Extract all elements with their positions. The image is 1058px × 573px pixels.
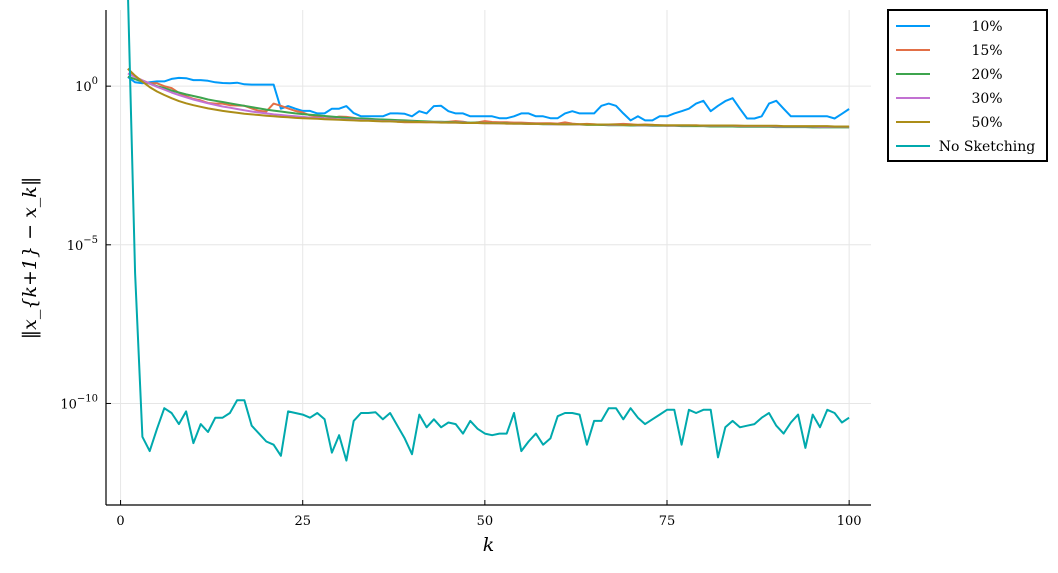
series-line-20 [127, 75, 850, 129]
legend-label-50: 50% [971, 115, 1002, 131]
x-tick-label: 25 [294, 514, 311, 529]
legend-label-30: 30% [971, 91, 1002, 107]
y-axis-label: ‖x_{k+1} − x_k‖ [19, 177, 41, 340]
series-line-no-sketching [127, 0, 850, 462]
grid [106, 10, 871, 505]
x-tick-label: 50 [477, 514, 494, 529]
legend-label-10: 10% [971, 19, 1002, 35]
x-axis-label: k [483, 534, 495, 556]
y-tick-label: 100 [75, 76, 98, 95]
series-line-15 [127, 68, 850, 129]
x-tick-label: 100 [837, 514, 862, 529]
x-tick-label: 0 [116, 514, 124, 529]
series-line-50 [127, 67, 850, 128]
legend-label-20: 20% [971, 67, 1002, 83]
axes [105, 10, 871, 506]
legend-box [887, 9, 1048, 162]
series-line-30 [127, 72, 850, 128]
y-tick-label: 10−5 [67, 235, 98, 254]
series-lines [127, 0, 850, 462]
x-tick-label: 75 [659, 514, 676, 529]
legend-label-no-sketching: No Sketching [939, 139, 1035, 155]
series-line-10 [127, 76, 850, 122]
legend-label-15: 15% [971, 43, 1002, 59]
ticks: 0 25 50 75 100 100 10−5 10−10 [60, 76, 861, 529]
legend: 10% 15% 20% 30% 50% No Sketching [887, 9, 1048, 162]
y-tick-label: 10−10 [60, 393, 98, 412]
y-axis-label-group: ‖x_{k+1} − x_k‖ [19, 177, 41, 340]
